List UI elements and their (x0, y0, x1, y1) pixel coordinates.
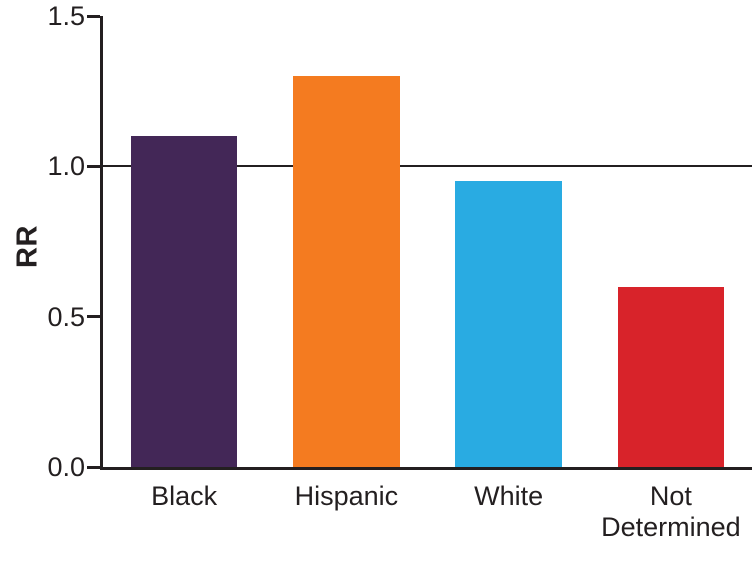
bar-white (455, 181, 562, 467)
y-axis-label: RR (11, 225, 44, 268)
y-tick-label: 0.5 (47, 301, 85, 332)
bar-black (130, 136, 238, 467)
y-tick-label: 1.5 (47, 1, 85, 31)
y-tick-mark (87, 315, 100, 319)
x-tick-label-not-determined: Not Determined (601, 481, 741, 542)
y-tick-label: 1.0 (47, 151, 85, 182)
x-tick-label-hispanic: Hispanic (294, 481, 399, 511)
y-tick-label: 0.0 (47, 452, 85, 482)
y-tick-mark (87, 465, 100, 469)
bar-not-determined (617, 286, 724, 467)
reference-line (103, 165, 752, 168)
plot-area: 0.0 0.5 1.0 1.5 Black Hispanic White Not Determ… (47, 1, 752, 542)
bar-hispanic (293, 76, 400, 467)
y-tick-mark (87, 164, 100, 168)
x-tick-label-black: Black (151, 481, 218, 511)
x-tick-label-white: White (474, 481, 544, 511)
y-tick-mark (87, 14, 100, 18)
